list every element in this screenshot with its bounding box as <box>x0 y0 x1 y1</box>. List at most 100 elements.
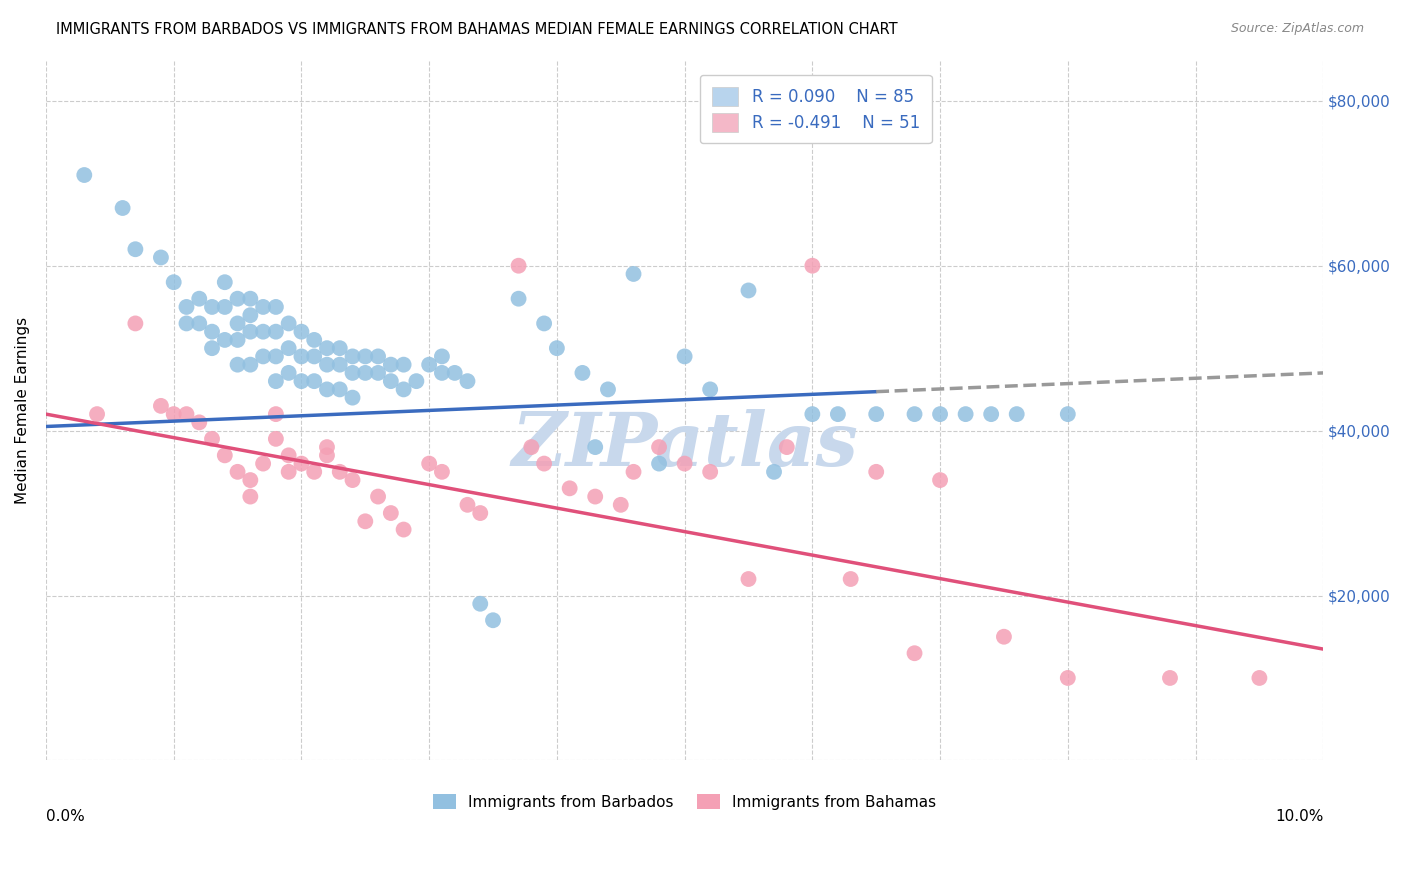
Point <box>1056 671 1078 685</box>
Point <box>673 457 696 471</box>
Point <box>316 341 339 355</box>
Point <box>648 440 671 454</box>
Point <box>214 448 236 462</box>
Point <box>699 383 721 397</box>
Point <box>801 407 824 421</box>
Point <box>737 572 759 586</box>
Text: Source: ZipAtlas.com: Source: ZipAtlas.com <box>1230 22 1364 36</box>
Point <box>430 465 453 479</box>
Point <box>149 399 172 413</box>
Point <box>456 374 478 388</box>
Point <box>239 473 262 487</box>
Point <box>277 366 299 380</box>
Point <box>430 366 453 380</box>
Point <box>226 333 249 347</box>
Point <box>201 341 224 355</box>
Point <box>596 383 619 397</box>
Point <box>239 292 262 306</box>
Point <box>277 317 299 331</box>
Point <box>214 333 236 347</box>
Point <box>342 473 364 487</box>
Point <box>699 465 721 479</box>
Point <box>380 358 402 372</box>
Point <box>1056 407 1078 421</box>
Y-axis label: Median Female Earnings: Median Female Earnings <box>15 317 30 504</box>
Point <box>623 465 645 479</box>
Point <box>610 498 633 512</box>
Point <box>354 366 377 380</box>
Point <box>201 432 224 446</box>
Point <box>201 300 224 314</box>
Point <box>163 407 186 421</box>
Point <box>354 350 377 364</box>
Point <box>239 490 262 504</box>
Point <box>470 506 492 520</box>
Point <box>239 358 262 372</box>
Point <box>583 440 606 454</box>
Point <box>763 465 786 479</box>
Point <box>929 407 952 421</box>
Point <box>929 473 952 487</box>
Point <box>124 242 146 256</box>
Point <box>1005 407 1028 421</box>
Point <box>226 465 249 479</box>
Point <box>342 366 364 380</box>
Point <box>392 523 415 537</box>
Point <box>623 267 645 281</box>
Point <box>533 457 555 471</box>
Point <box>392 383 415 397</box>
Point <box>302 350 325 364</box>
Point <box>264 374 287 388</box>
Point <box>430 350 453 364</box>
Point <box>316 440 339 454</box>
Point <box>648 457 671 471</box>
Point <box>214 275 236 289</box>
Point <box>1249 671 1271 685</box>
Point <box>955 407 977 421</box>
Point <box>673 350 696 364</box>
Point <box>980 407 1002 421</box>
Legend: Immigrants from Barbados, Immigrants from Bahamas: Immigrants from Barbados, Immigrants fro… <box>427 788 942 816</box>
Point <box>801 259 824 273</box>
Point <box>252 350 274 364</box>
Point <box>277 465 299 479</box>
Point <box>329 358 352 372</box>
Point <box>111 201 134 215</box>
Point <box>456 498 478 512</box>
Point <box>290 457 312 471</box>
Point <box>558 481 581 495</box>
Point <box>865 465 887 479</box>
Point <box>380 506 402 520</box>
Point <box>508 259 530 273</box>
Point <box>302 465 325 479</box>
Point <box>470 597 492 611</box>
Point <box>86 407 108 421</box>
Point <box>367 350 389 364</box>
Point <box>329 341 352 355</box>
Point <box>188 317 211 331</box>
Text: 10.0%: 10.0% <box>1275 809 1323 824</box>
Point <box>73 168 96 182</box>
Point <box>252 457 274 471</box>
Text: IMMIGRANTS FROM BARBADOS VS IMMIGRANTS FROM BAHAMAS MEDIAN FEMALE EARNINGS CORRE: IMMIGRANTS FROM BARBADOS VS IMMIGRANTS F… <box>56 22 898 37</box>
Text: ZIPatlas: ZIPatlas <box>512 409 858 482</box>
Point <box>290 374 312 388</box>
Point <box>176 300 198 314</box>
Point <box>392 358 415 372</box>
Point <box>329 465 352 479</box>
Point <box>329 383 352 397</box>
Point <box>188 292 211 306</box>
Point <box>290 350 312 364</box>
Point <box>367 366 389 380</box>
Point <box>903 407 925 421</box>
Point <box>124 317 146 331</box>
Point <box>316 383 339 397</box>
Point <box>342 350 364 364</box>
Point <box>533 317 555 331</box>
Point <box>149 251 172 265</box>
Point <box>226 317 249 331</box>
Point <box>214 300 236 314</box>
Point <box>302 333 325 347</box>
Point <box>239 308 262 322</box>
Point <box>865 407 887 421</box>
